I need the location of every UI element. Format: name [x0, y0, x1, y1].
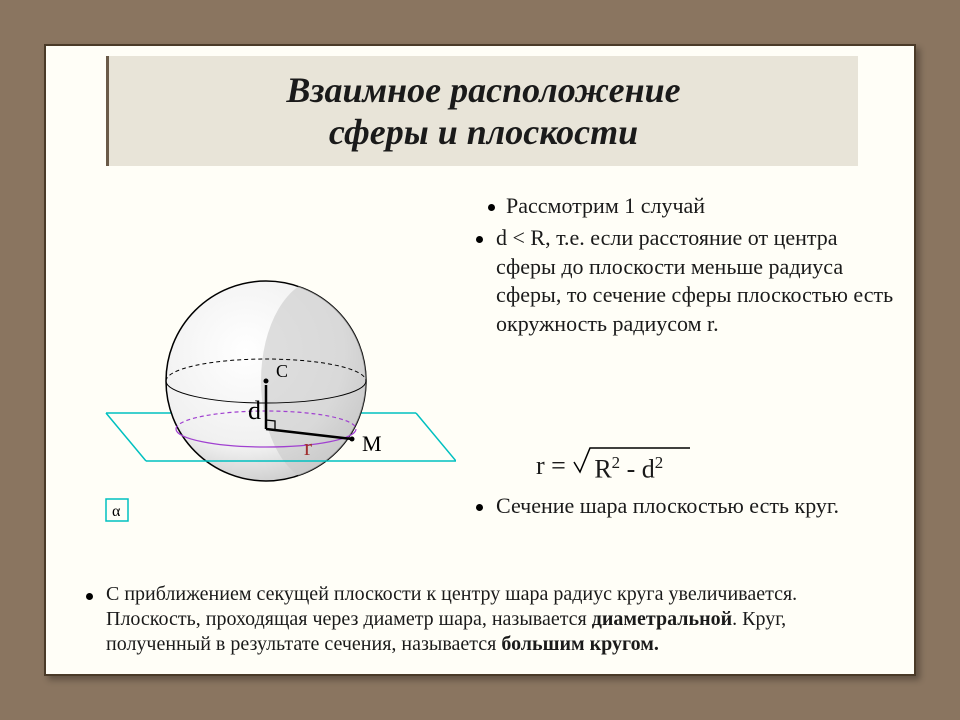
label-c: C	[276, 361, 288, 381]
title-line-2: сферы и плоскости	[329, 111, 638, 153]
bullet-dot-3	[476, 504, 483, 511]
bullet-text-4: С приближением секущей плоскости к центр…	[106, 582, 896, 657]
formula-radical: R2 - d2	[572, 451, 692, 480]
plane-left-edge	[106, 413, 146, 461]
sphere-plane-diagram: C d r M α	[76, 251, 456, 531]
title-line-1: Взаимное расположение	[286, 69, 680, 111]
label-alpha: α	[112, 503, 121, 520]
label-r: r	[304, 435, 312, 461]
diagram-svg: C d r M α	[76, 251, 456, 531]
bullet-dot-1	[488, 204, 495, 211]
bullet-text-1: Рассмотрим 1 случай	[506, 192, 705, 221]
bullet-dot-4	[86, 593, 93, 600]
point-m	[350, 437, 355, 442]
formula: r = R2 - d2	[536, 444, 692, 481]
bullet-dot-2	[476, 236, 483, 243]
bullet-text-2: d < R, т.е. если расстояние от центра сф…	[496, 224, 896, 338]
title-band: Взаимное расположение сферы и плоскости	[106, 56, 858, 166]
bullet-text-3: Сечение шара плоскостью есть круг.	[496, 492, 896, 521]
formula-lhs: r =	[536, 451, 566, 480]
label-m: M	[362, 431, 382, 456]
point-c	[264, 379, 269, 384]
label-d: d	[248, 396, 261, 425]
slide: Взаимное расположение сферы и плоскости …	[44, 44, 916, 676]
plane-right-edge	[416, 413, 456, 461]
